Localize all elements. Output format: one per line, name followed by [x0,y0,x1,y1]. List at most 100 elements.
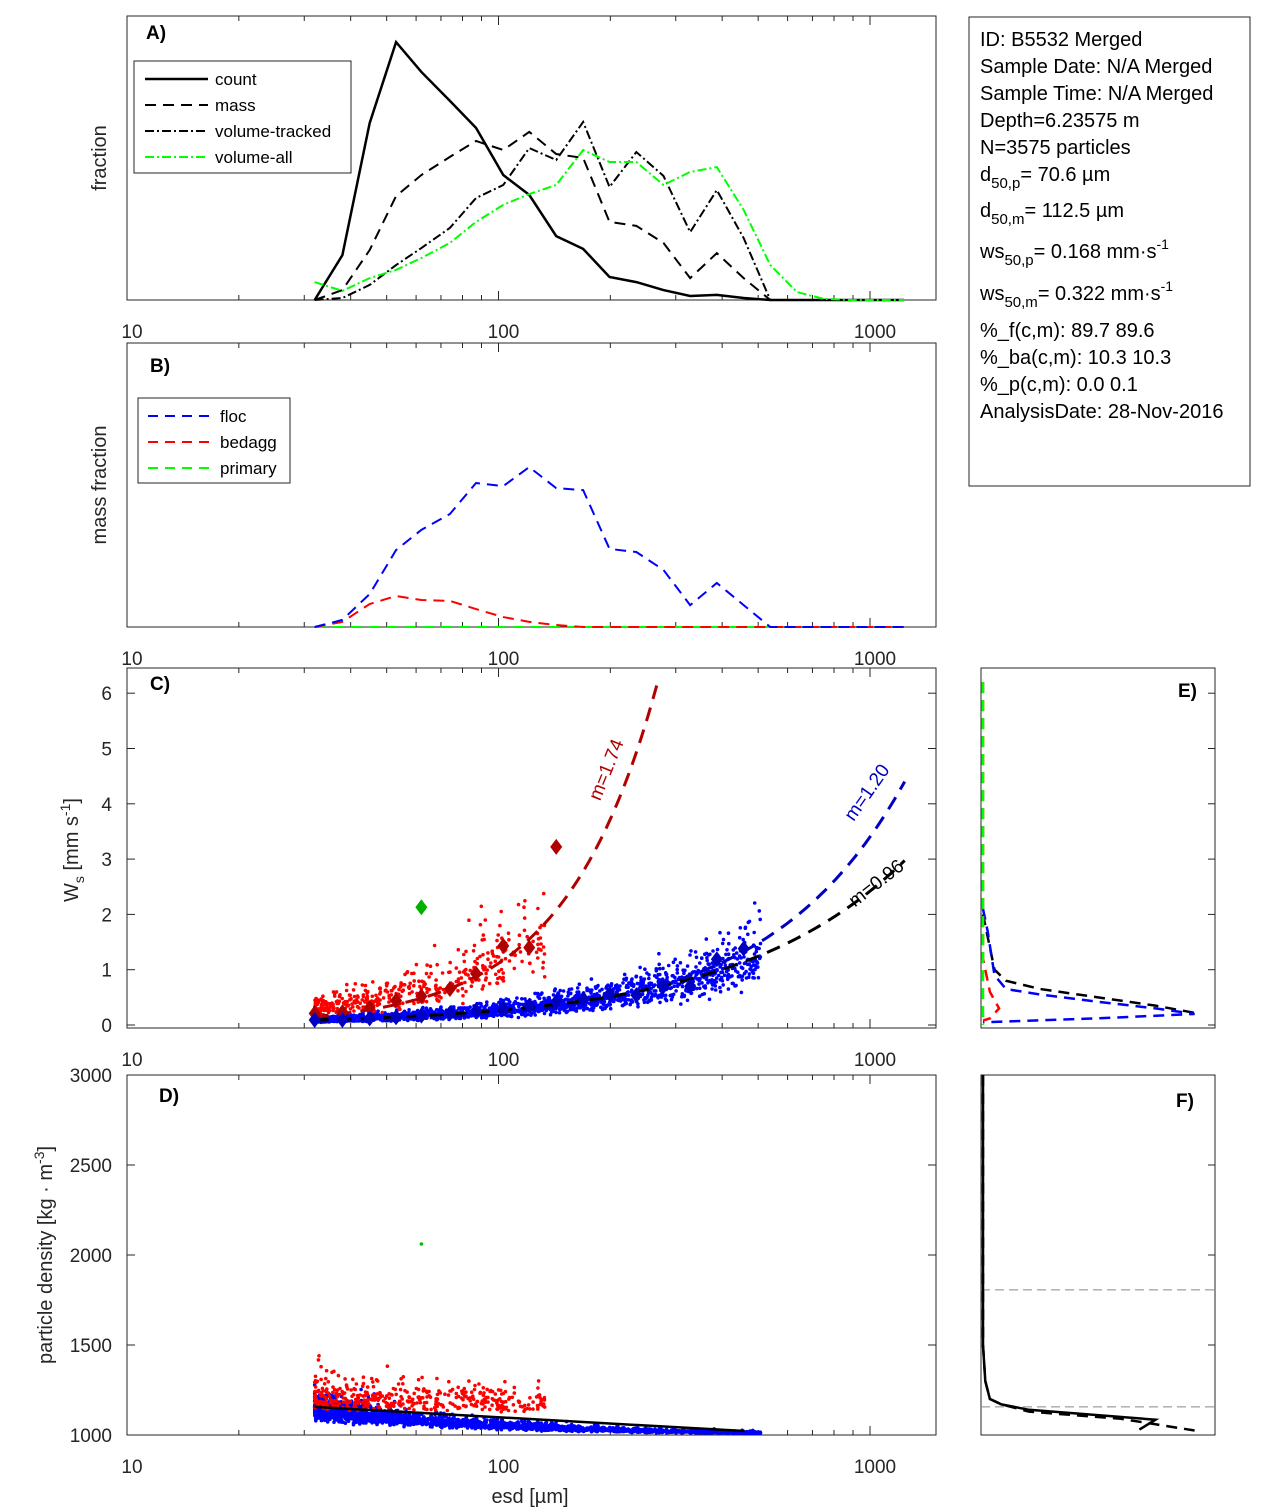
scatter-point-floc [758,917,762,922]
scatter-point-floc [754,946,759,951]
scatter-point-floc [599,1005,603,1010]
scatter-point-bedagg [348,993,353,998]
scatter-point-floc [700,956,704,961]
scatter-point-bedagg [375,996,380,1000]
scatter-point-bedagg [387,996,392,1000]
scatter-point-floc [716,973,721,978]
scatter-point-floc [357,1417,361,1421]
scatter-point-bedagg [454,979,459,984]
series-line-volume-tracked [314,119,904,301]
scatter-point-bedagg [435,962,440,967]
scatter-point-floc [685,964,690,968]
scatter-point-floc [664,1427,669,1432]
scatter-point-bedagg [410,990,414,994]
scatter-point-floc [739,965,744,970]
scatter-point-floc [664,972,668,977]
scatter-point-floc [747,972,752,976]
scatter-point-bedagg [316,1000,321,1005]
scatter-point-floc [564,1010,569,1015]
scatter-point-floc [685,998,690,1003]
scatter-point-bedagg [412,1001,416,1006]
scatter-point-floc [575,986,580,990]
scatter-point-bedagg [539,923,544,928]
scatter-point-bedagg [345,1004,350,1008]
scatter-point-floc [331,1018,335,1022]
scatter-point-floc [618,999,623,1003]
scatter-point-floc [460,1008,464,1013]
x-tick-label: 10 [121,1457,142,1478]
scatter-point-floc [535,1008,539,1013]
y-tick-label: 1000 [70,1426,112,1447]
scatter-point-floc [675,967,679,972]
scatter-point-floc [546,996,550,1000]
plot-area-c [126,667,937,1029]
scatter-point-bedagg [463,980,467,985]
scatter-point-bedagg [418,984,422,989]
scatter-point-floc [688,953,692,957]
scatter-point-floc [642,1000,647,1005]
scatter-point-bedagg [531,970,535,974]
scatter-point-floc [635,981,640,986]
scatter-point-bedagg [337,994,342,999]
scatter-point-floc [483,1421,488,1426]
scatter-point-floc [654,968,659,973]
scatter-point-floc [430,1425,434,1429]
scatter-point-bedagg [427,975,431,979]
scatter-point-floc [755,1431,760,1436]
scatter-point-bedagg [503,956,508,961]
scatter-point-bedagg [425,990,429,995]
scatter-point-bedagg [353,982,358,986]
scatter-point-bedagg [327,1002,332,1006]
scatter-point-floc [705,958,709,963]
plot-area-f [980,1074,1216,1436]
scatter-point-floc [672,984,677,988]
scatter-point-floc [653,992,658,997]
scatter-point-floc [573,1008,578,1013]
scatter-point-floc [675,971,680,975]
y-tick-label: 1500 [70,1336,112,1357]
scatter-point-bedagg [440,971,445,975]
scatter-point-bedagg [443,990,447,995]
scatter-point-floc [694,986,699,991]
scatter-point-floc [693,950,698,954]
scatter-point-floc [710,987,714,991]
scatter-point-floc [589,977,594,981]
scatter-point-floc [576,990,581,994]
scatter-point-bedagg [389,993,394,997]
scatter-point-bedagg [501,971,506,975]
scatter-point-bedagg [456,947,461,952]
scatter-point-floc [634,974,638,979]
scatter-point-floc [526,1419,531,1424]
scatter-point-bedagg [331,1004,335,1009]
scatter-point-bedagg [377,1002,382,1006]
scatter-point-floc [656,979,661,984]
scatter-point-bedagg [461,994,465,998]
scatter-point-bedagg [319,997,323,1001]
scatter-point-floc [509,1014,514,1019]
scatter-point-bedagg [360,998,365,1002]
scatter-point-floc [691,970,695,974]
y-tick-label: 2 [101,905,112,926]
scatter-point-bedagg [448,960,453,965]
scatter-point-floc [406,1011,411,1015]
scatter-point-floc [757,946,761,951]
scatter-point-floc [630,999,635,1004]
scatter-point-floc [673,957,677,962]
scatter-point-floc [356,1017,360,1022]
scatter-point-floc [614,990,619,994]
scatter-point-floc [700,981,704,985]
scatter-point-floc [373,1410,378,1415]
scatter-point-bedagg [398,985,403,989]
scatter-point-bedagg [522,916,527,920]
scatter-point-floc [713,988,718,992]
scatter-point-floc [675,964,680,968]
scatter-point-floc [644,984,648,988]
scatter-point-bedagg [424,971,429,976]
scatter-point-floc [566,990,571,995]
scatter-point-floc [664,978,669,982]
scatter-point-bedagg [335,1006,340,1011]
scatter-point-bedagg [496,933,501,937]
scatter-point-floc [639,975,643,980]
scatter-point-floc [621,1003,625,1008]
scatter-point-bedagg [459,976,464,980]
